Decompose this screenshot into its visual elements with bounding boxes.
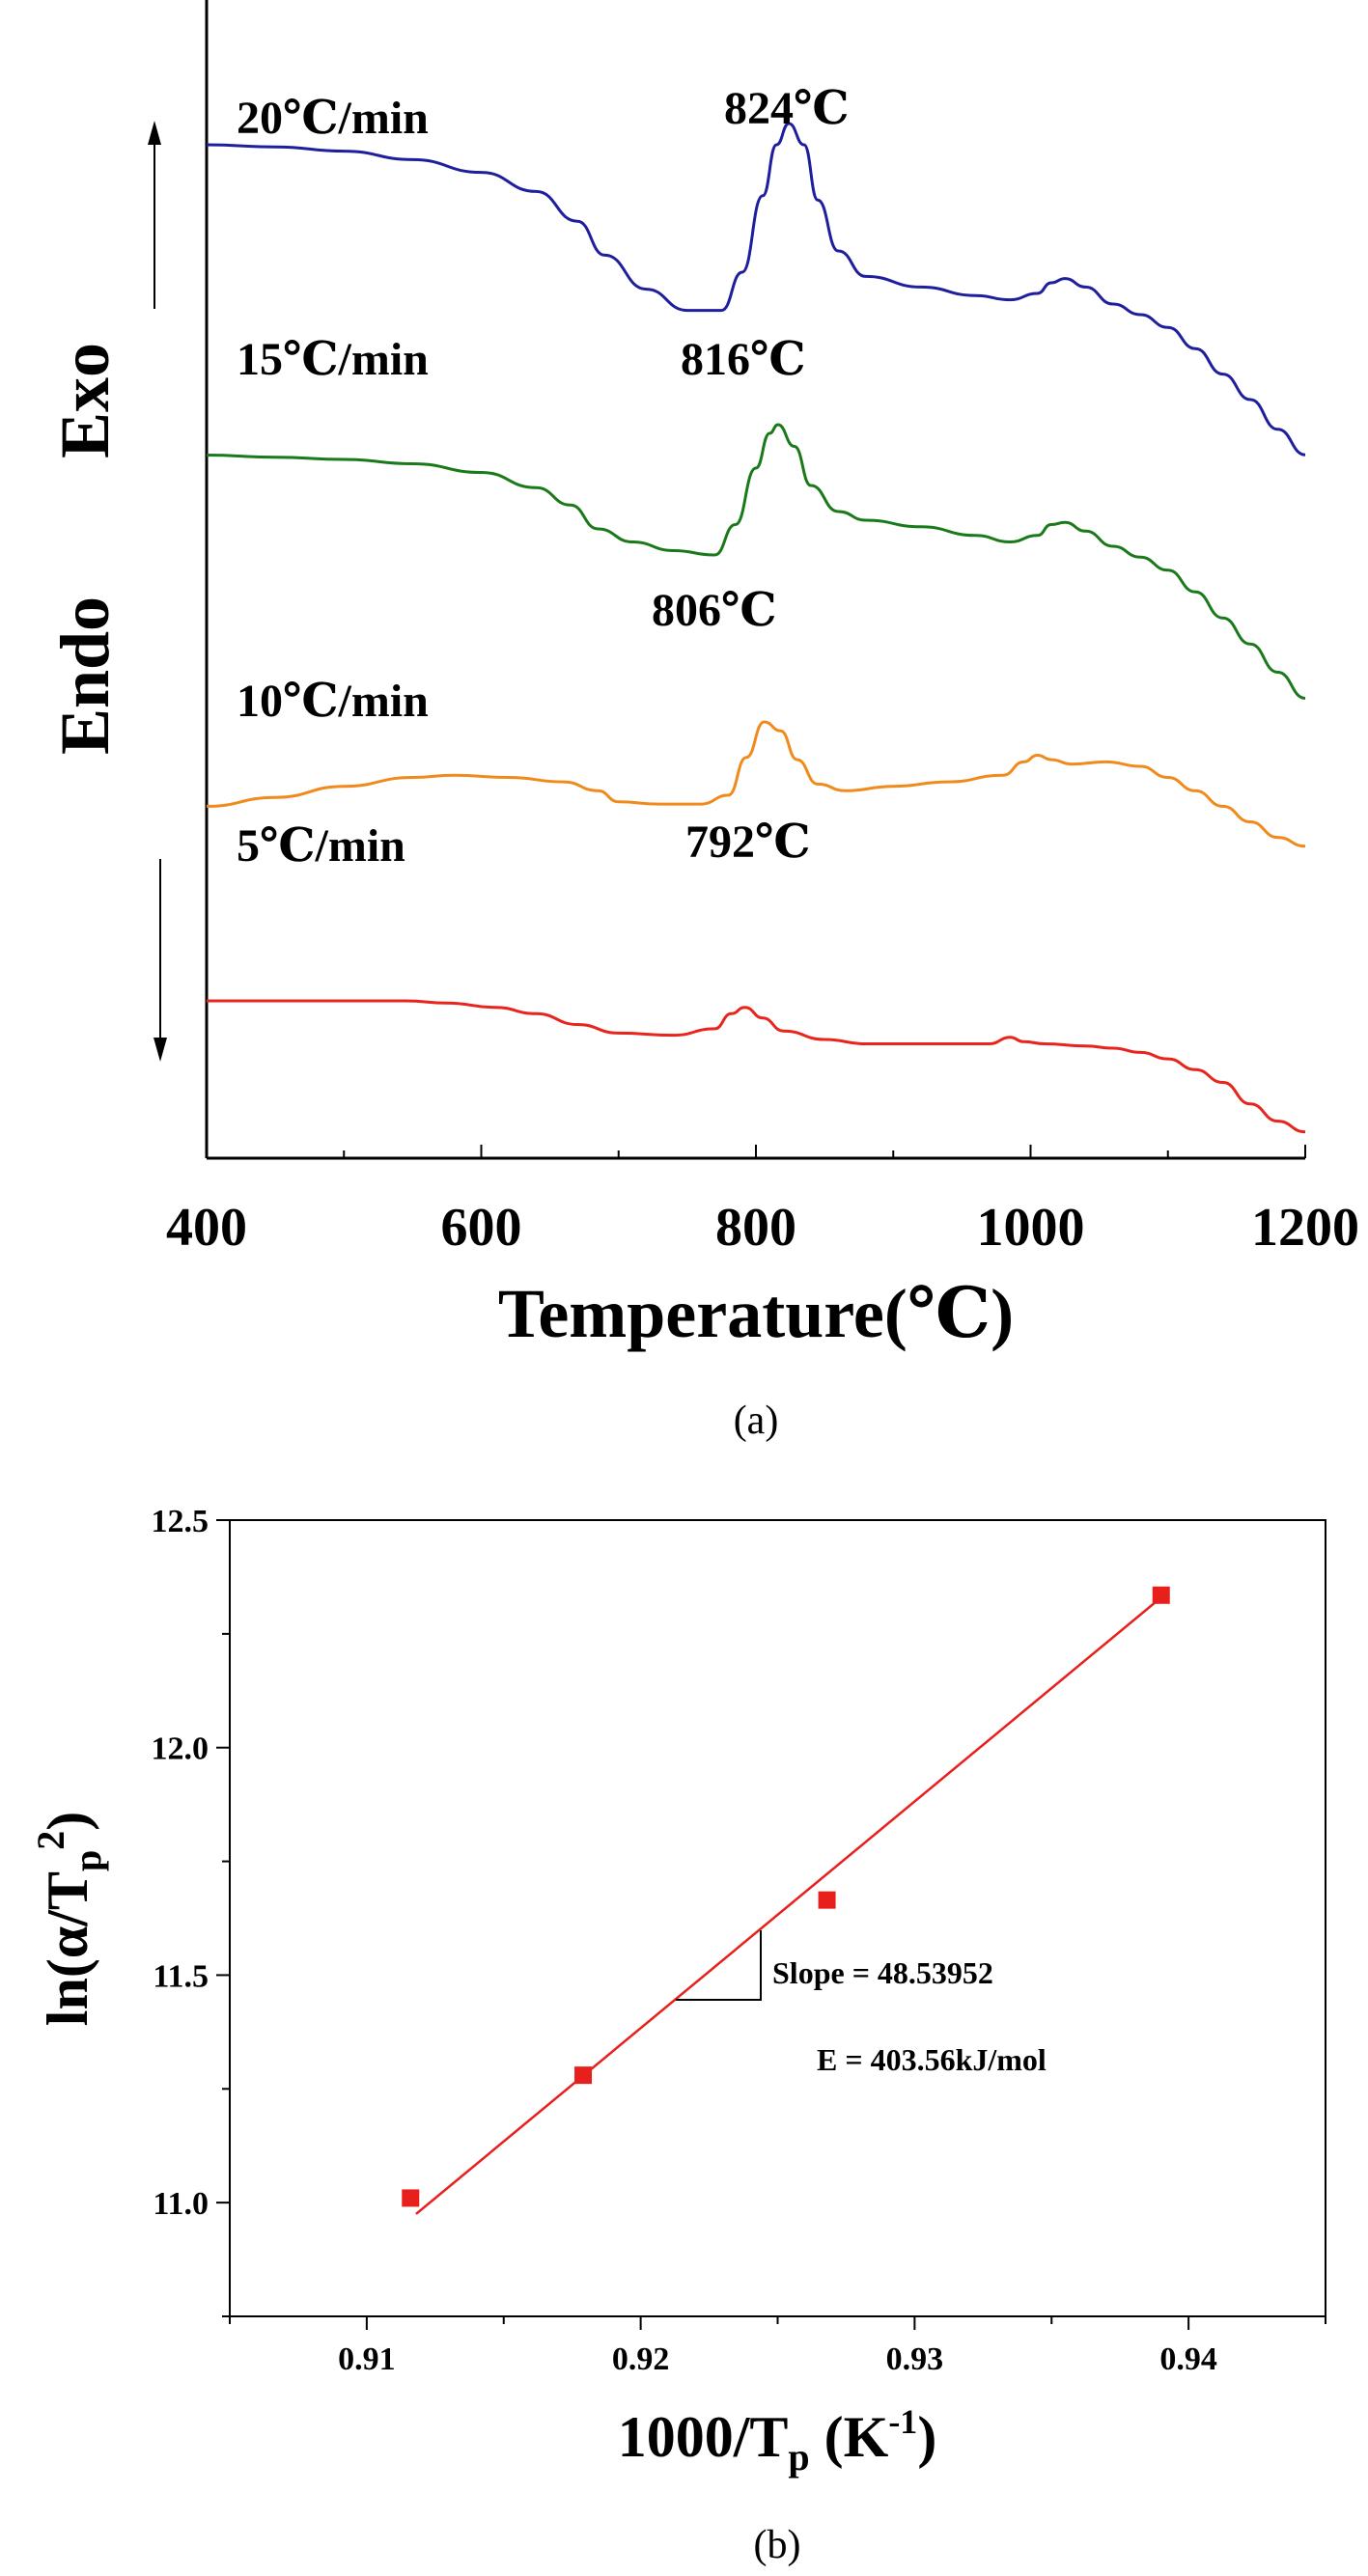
- a-series-label: 20℃/min: [237, 93, 429, 144]
- a-x-tick-label: 1000: [977, 1198, 1085, 1258]
- a-series-line: [206, 999, 1306, 1134]
- b-x-tick-label: 0.91: [338, 2341, 396, 2377]
- b-y-tick-label: 11.5: [153, 1958, 209, 1994]
- b-data-point: [574, 2066, 593, 2085]
- a-x-ticks: [206, 1145, 1306, 1158]
- b-fit-line-group: [415, 1596, 1162, 2215]
- b-x-tick-label: 0.94: [1159, 2341, 1217, 2377]
- kissinger-chart: 0.91 0.92 0.93 0.94 11.0 11.5 12.0 12.5 1000/T…: [29, 1504, 1326, 2567]
- b-x-tick-labels: 0.91 0.92 0.93 0.94: [338, 2341, 1217, 2377]
- a-y-label-endo: Endo: [46, 596, 124, 755]
- a-series-labels: 20℃/min 15℃/min 10℃/min 5℃/min: [237, 93, 429, 872]
- a-x-tick-label: 800: [715, 1198, 796, 1258]
- b-y-tick-labels: 11.0 11.5 12.0 12.5: [152, 1504, 209, 2222]
- b-x-tick-label: 0.92: [612, 2341, 670, 2377]
- b-data-point: [402, 2189, 420, 2207]
- a-series-label: 10℃/min: [237, 676, 429, 727]
- a-series-group: [206, 122, 1306, 1134]
- b-y-tick-label: 11.0: [153, 2186, 209, 2222]
- a-x-axis-label: Temperature(℃): [498, 1275, 1014, 1352]
- endo-down-arrow: [154, 859, 167, 1062]
- a-series-label: 5℃/min: [237, 820, 405, 872]
- dsc-chart: 400 600 800 1000 1200 Temperature(℃) (a) End…: [46, 0, 1359, 1443]
- b-x-tick-label: 0.93: [886, 2341, 944, 2377]
- a-x-tick-label: 1200: [1251, 1198, 1359, 1258]
- a-x-tick-label: 400: [166, 1198, 247, 1258]
- b-points-group: [402, 1586, 1170, 2207]
- b-y-tick-label: 12.0: [152, 1731, 209, 1767]
- a-peak-label: 816℃: [681, 334, 806, 385]
- exo-up-arrow: [148, 121, 161, 309]
- slope-annotation: Slope = 48.53952: [772, 1955, 993, 1990]
- a-series-line: [206, 122, 1306, 457]
- a-peak-label: 806℃: [652, 585, 777, 636]
- a-peak-label: 792℃: [685, 817, 811, 868]
- a-series-label: 15℃/min: [237, 334, 429, 385]
- b-fit-line: [415, 1596, 1162, 2215]
- b-y-tick-label: 12.5: [152, 1504, 209, 1539]
- b-data-point: [1152, 1586, 1170, 1604]
- energy-annotation: E = 403.56kJ/mol: [817, 2042, 1047, 2077]
- b-y-axis-label: ln(α/Tp2): [29, 1812, 109, 2026]
- slope-triangle: [676, 1930, 762, 2001]
- a-series-line: [206, 720, 1306, 848]
- b-plot-frame: [229, 1519, 1326, 2317]
- a-peak-labels: 824℃ 816℃ 806℃ 792℃: [652, 83, 850, 868]
- a-x-tick-label: 600: [441, 1198, 522, 1258]
- a-peak-label: 824℃: [724, 83, 850, 134]
- b-caption: (b): [754, 2523, 801, 2567]
- a-y-label-exo: Exo: [46, 343, 124, 458]
- b-x-axis-label: 1000/Tp (K-1): [618, 2402, 937, 2479]
- b-ticks: [216, 1519, 1326, 2330]
- a-caption: (a): [734, 1399, 779, 1443]
- b-data-point: [818, 1891, 836, 1909]
- a-series-line: [206, 423, 1306, 700]
- a-x-tick-labels: 400 600 800 1000 1200: [166, 1198, 1359, 1258]
